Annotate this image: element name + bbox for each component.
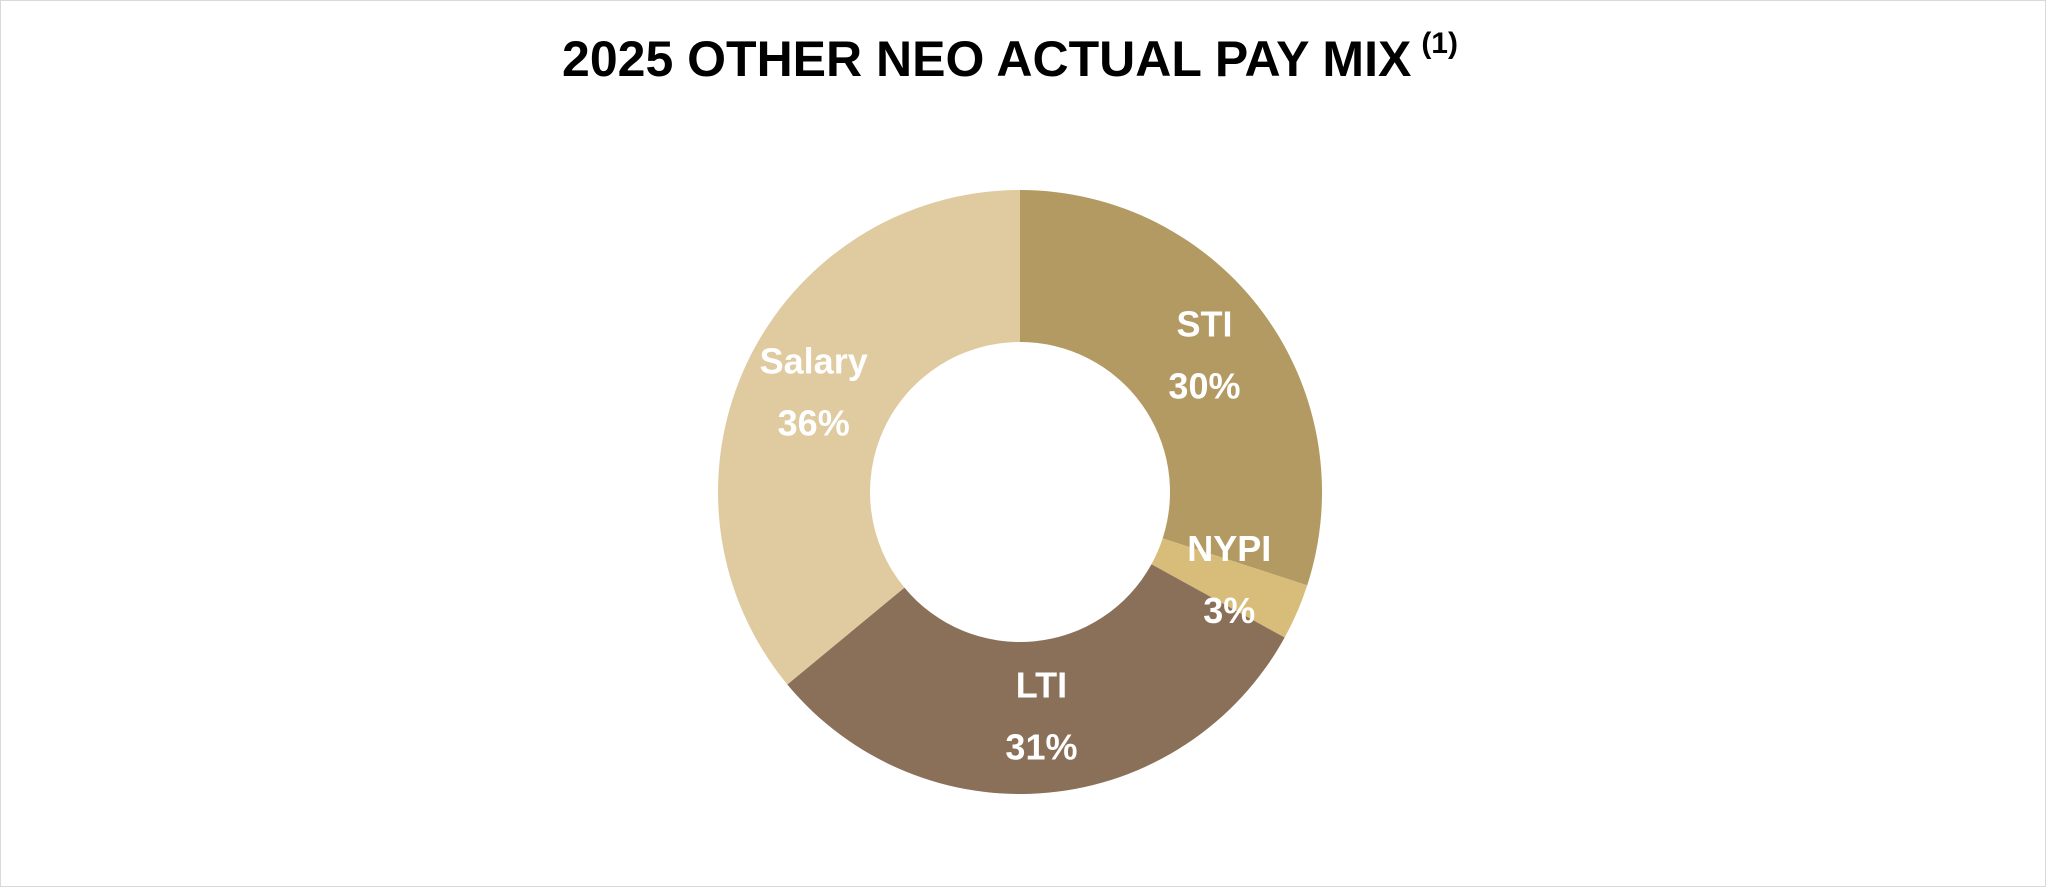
slice-value-label: 30%: [1168, 365, 1240, 406]
slice-value-label: 36%: [778, 402, 850, 443]
donut-slice: [1020, 190, 1323, 586]
chart-title: 2025 OTHER NEO ACTUAL PAY MIX (1): [562, 27, 1458, 87]
slice-category-label: Salary: [760, 340, 868, 381]
slice-value-label: 31%: [1005, 727, 1077, 768]
title-text: 2025 OTHER NEO ACTUAL PAY MIX: [562, 31, 1411, 87]
donut-slice: [787, 564, 1285, 795]
title-note: (1): [1421, 27, 1458, 60]
donut-slice: [1151, 538, 1308, 638]
donut-slice: [717, 190, 1020, 685]
slice-category-label: NYPI: [1187, 528, 1271, 569]
slice-category-label: LTI: [1016, 665, 1067, 706]
slice-category-label: STI: [1176, 303, 1232, 344]
slice-value-label: 3%: [1203, 590, 1255, 631]
